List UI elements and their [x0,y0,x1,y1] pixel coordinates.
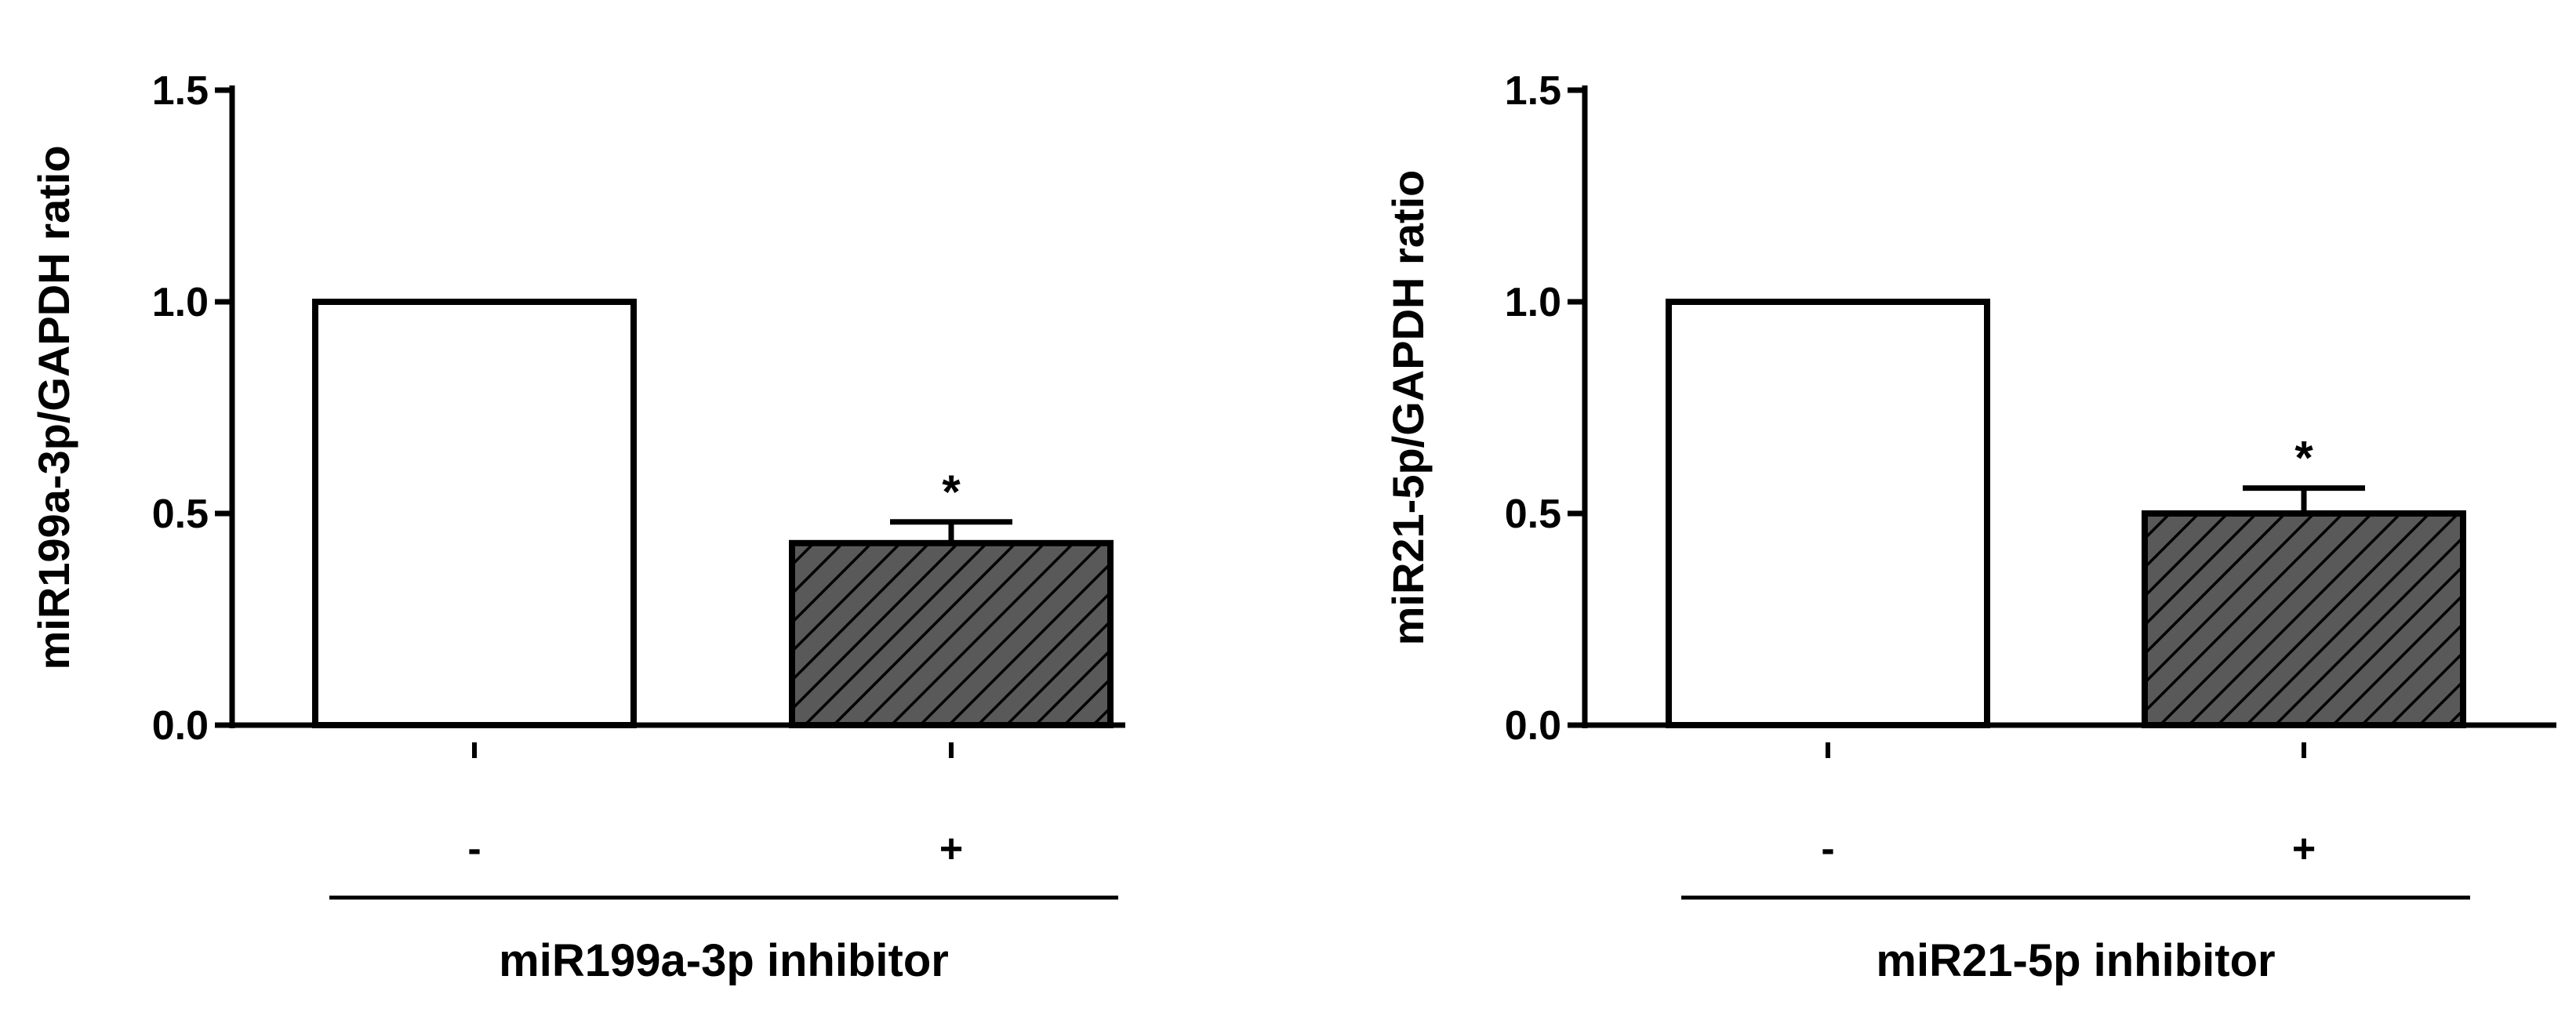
bar-inhibitor [2142,510,2466,728]
bar-inhibitor [789,539,1114,728]
y-axis-label: miR199a-3p/GAPDH ratio [29,145,78,669]
chart-panel-2: 0.0 0.5 1.0 1.5 miR21-5p/GAPDH ratio - * + miR21… [1383,68,2556,986]
bar-control [1666,299,1990,728]
bar-control [312,299,637,728]
y-tick-label: 0.0 [1505,703,1561,749]
y-tick-label: 1.5 [152,68,209,114]
y-tick-label: 0.5 [152,492,209,537]
group-label: miR21-5p inhibitor [1876,935,2275,986]
y-tick-label: 1.0 [152,280,209,325]
significance-marker: * [2294,432,2313,484]
y-tick-label: 0.5 [1505,492,1561,537]
y-tick-label: 1.0 [1505,280,1561,325]
y-axis-label: miR21-5p/GAPDH ratio [1383,170,1433,646]
category-label: - [467,826,481,872]
y-tick-label: 0.0 [152,703,209,749]
chart-panel-1: 0.0 0.5 1.0 1.5 miR199a-3p/GAPDH ratio - * + miR… [29,68,1125,986]
category-label: - [1821,826,1834,872]
group-label: miR199a-3p inhibitor [499,935,949,986]
category-label: + [939,826,963,872]
y-tick-label: 1.5 [1505,68,1561,114]
significance-marker: * [942,466,961,518]
category-label: + [2292,826,2316,872]
